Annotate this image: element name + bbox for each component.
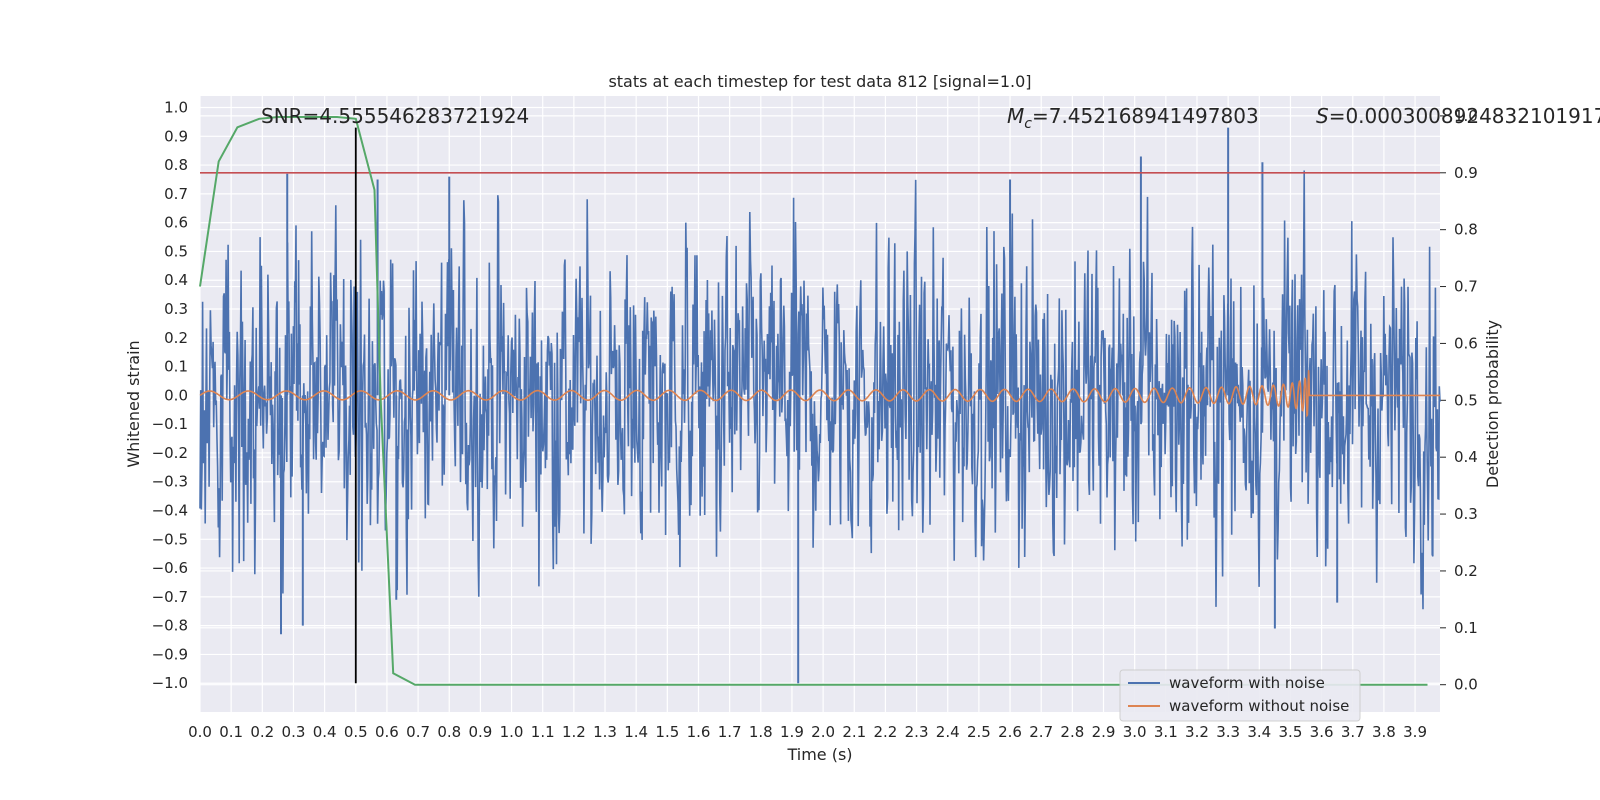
legend-label-clean: waveform without noise (1169, 697, 1349, 715)
x-tick-label: 0.9 (468, 723, 492, 741)
series-group (199, 116, 1441, 686)
y-tick-label: 0.2 (164, 329, 188, 347)
x-tick-label: 1.4 (624, 723, 648, 741)
y2-axis-label: Detection probability (1483, 320, 1502, 488)
x-tick-label: 2.6 (998, 723, 1022, 741)
x-tick-label: 2.4 (936, 723, 960, 741)
y-tick-label: 0.6 (164, 214, 188, 232)
x-tick-label: 3.9 (1403, 723, 1427, 741)
y2-tick-label: 0.9 (1454, 164, 1478, 182)
x-tick-label: 2.2 (873, 723, 897, 741)
y2-tick-label: 0.4 (1454, 448, 1478, 466)
x-tick-label: 0.2 (250, 723, 274, 741)
x-tick-label: 0.6 (375, 723, 399, 741)
x-tick-label: 3.6 (1310, 723, 1334, 741)
y2-tick-label: 0.3 (1454, 505, 1478, 523)
y-tick-label: −0.7 (152, 588, 188, 606)
mc-symbol: M (1007, 104, 1024, 128)
legend-label-noise: waveform with noise (1169, 674, 1325, 692)
x-tick-label: 0.0 (188, 723, 212, 741)
x-axis-label: Time (s) (786, 745, 852, 764)
x-tick-label: 1.8 (749, 723, 773, 741)
y2-tick-label: 0.8 (1454, 221, 1478, 239)
x-tick-label: 2.3 (905, 723, 929, 741)
x-tick-label: 0.4 (313, 723, 337, 741)
y2-axis-ticks: 1.0 0.9 0.8 0.7 0.6 0.5 0.4 0.3 0.2 0.1 0.0 (1440, 107, 1478, 694)
legend: waveform with noise waveform without noi… (1119, 669, 1361, 722)
y-tick-label: 0.0 (164, 386, 188, 404)
y-tick-label: 0.5 (164, 242, 188, 260)
x-tick-label: 0.1 (219, 723, 243, 741)
x-tick-label: 1.5 (655, 723, 679, 741)
s-value: =0.00030089248321019173 (1329, 104, 1600, 128)
x-tick-label: 0.3 (282, 723, 306, 741)
y-tick-label: 0.7 (164, 185, 188, 203)
y-axis-label: Whitened strain (124, 340, 143, 467)
y-tick-label: 0.1 (164, 358, 188, 376)
y-tick-label: −0.4 (152, 502, 188, 520)
x-tick-label: 1.0 (500, 723, 524, 741)
y-tick-label: −0.6 (152, 559, 188, 577)
x-tick-label: 1.7 (718, 723, 742, 741)
y-tick-label: 0.9 (164, 127, 188, 145)
x-tick-label: 2.0 (811, 723, 835, 741)
y-tick-label: −0.2 (152, 444, 188, 462)
snr-annotation: SNR=4.555546283721924 (261, 104, 529, 128)
y2-tick-label: 0.2 (1454, 562, 1478, 580)
y-tick-label: 0.3 (164, 300, 188, 318)
x-tick-label: 1.3 (593, 723, 617, 741)
s-symbol: S (1316, 104, 1329, 128)
chart-title: stats at each timestep for test data 812… (608, 72, 1031, 91)
x-tick-label: 3.8 (1372, 723, 1396, 741)
mc-value: =7.452168941497803 (1032, 104, 1259, 128)
x-tick-label: 2.9 (1092, 723, 1116, 741)
x-tick-label: 3.0 (1123, 723, 1147, 741)
x-tick-label: 3.7 (1341, 723, 1365, 741)
series-clean-line (199, 370, 1440, 418)
x-tick-label: 2.7 (1029, 723, 1053, 741)
x-tick-label: 2.1 (842, 723, 866, 741)
mc-annotation: Mc=7.452168941497803 (1007, 104, 1259, 132)
x-axis-ticks: 0.0 0.1 0.2 0.3 0.4 0.5 0.6 0.7 0.8 0.9 1.0 1.1 1.2 1… (188, 723, 1427, 741)
x-tick-label: 3.1 (1154, 723, 1178, 741)
y-tick-label: 0.8 (164, 156, 188, 174)
y-tick-label: −0.8 (152, 617, 188, 635)
series-detection-probability (199, 116, 1428, 686)
y-tick-label: −0.9 (152, 645, 188, 663)
y-tick-label: 0.4 (164, 271, 188, 289)
y2-tick-label: 0.0 (1454, 676, 1478, 694)
x-tick-label: 0.5 (344, 723, 368, 741)
y-tick-label: −1.0 (152, 674, 188, 692)
s-annotation: S=0.00030089248321019173 (1316, 104, 1600, 128)
y2-tick-label: 0.5 (1454, 391, 1478, 409)
series-noise-line (199, 170, 1441, 610)
y-tick-label: −0.5 (152, 530, 188, 548)
y-axis-ticks: 1.0 0.9 0.8 0.7 0.6 0.5 0.4 0.3 0.2 0.1 0.0 −0.1 −0.… (152, 99, 188, 693)
y-tick-label: −0.3 (152, 473, 188, 491)
x-tick-label: 2.5 (967, 723, 991, 741)
y-tick-label: −0.1 (152, 415, 188, 433)
y2-tick-label: 0.6 (1454, 334, 1478, 352)
x-tick-label: 1.6 (687, 723, 711, 741)
x-tick-label: 2.8 (1060, 723, 1084, 741)
x-tick-label: 3.5 (1279, 723, 1303, 741)
y2-tick-label: 0.1 (1454, 619, 1478, 637)
y-tick-label: 1.0 (164, 99, 188, 117)
x-tick-label: 3.2 (1185, 723, 1209, 741)
x-tick-label: 0.7 (406, 723, 430, 741)
y2-tick-label: 1.0 (1454, 107, 1478, 125)
legend-box (1119, 669, 1361, 722)
x-tick-label: 1.1 (531, 723, 555, 741)
y2-tick-label: 0.7 (1454, 278, 1478, 296)
x-tick-label: 3.3 (1216, 723, 1240, 741)
x-tick-label: 3.4 (1247, 723, 1271, 741)
x-tick-label: 0.8 (437, 723, 461, 741)
x-tick-label: 1.9 (780, 723, 804, 741)
mc-subscript: c (1024, 116, 1032, 132)
x-tick-label: 1.2 (562, 723, 586, 741)
